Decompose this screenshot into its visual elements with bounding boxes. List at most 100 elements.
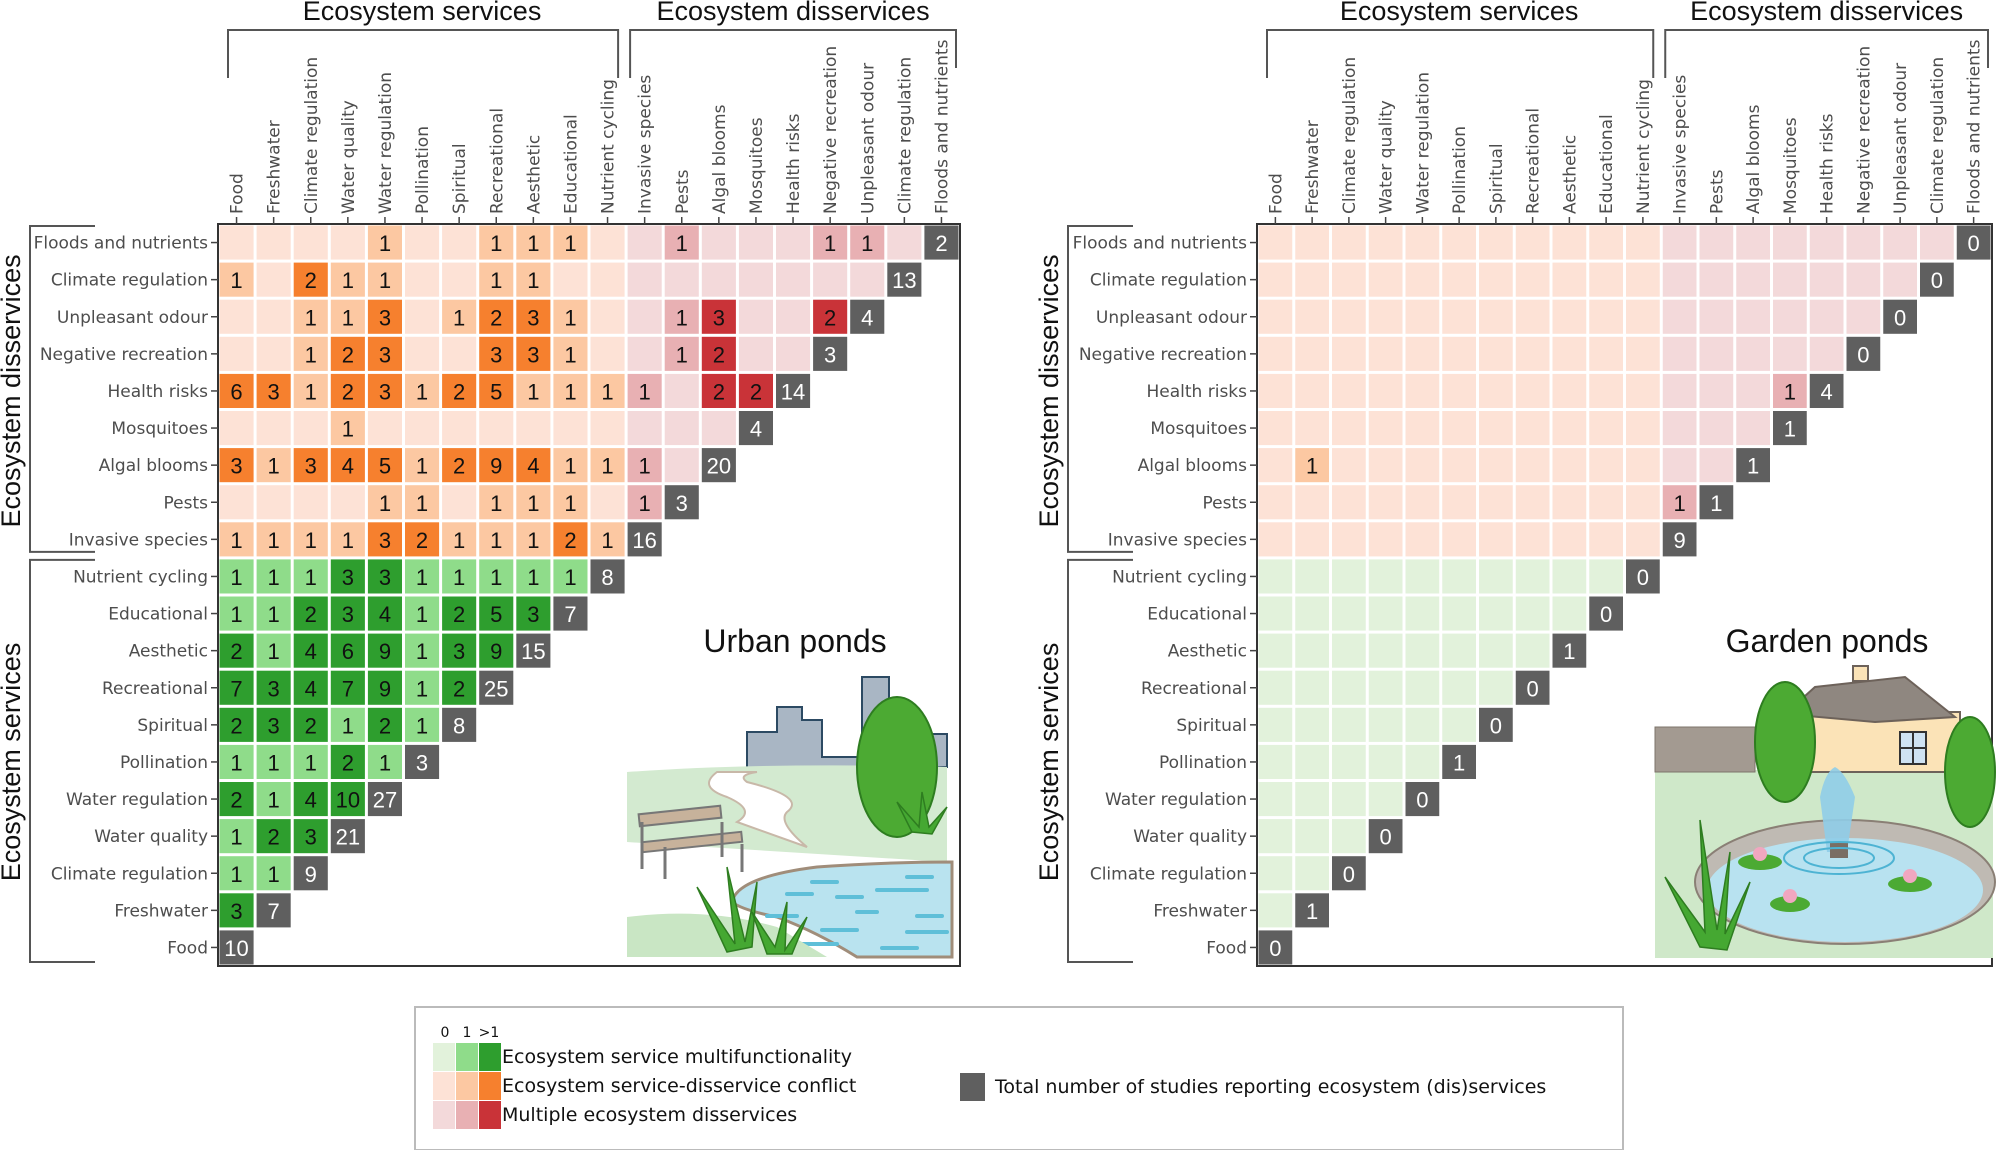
total-cell [1662,522,1697,557]
y-tick-label: Freshwater [114,901,208,921]
heatmap-cell [219,225,254,260]
heatmap-cell [1515,522,1550,557]
cell-value: 1 [268,454,280,479]
row-group-label-disservices: Ecosystem disservices [0,254,26,527]
heatmap-cell [1258,707,1293,742]
heatmap-cell [1332,336,1366,371]
heatmap-cell [1479,633,1513,668]
x-tick-label: Mosquitoes [1781,117,1801,214]
cell-value: 1 [230,862,242,887]
legend-swatch [433,1072,455,1100]
total-label: 1 [1747,454,1759,479]
cell-value: 2 [564,528,576,553]
total-label: 0 [1380,825,1392,850]
y-tick-label: Climate regulation [1090,271,1247,291]
heatmap-cell [1773,299,1807,334]
total-cell [1405,782,1440,817]
legend-swatch [433,1101,455,1129]
heatmap-cell [405,299,440,334]
cell-value: 2 [342,750,354,775]
cell-value: 2 [268,825,280,850]
y-tick-label: Recreational [1141,679,1247,699]
total-cell [924,225,959,260]
y-tick-label: Health risks [108,382,209,402]
heatmap-cell [664,411,699,446]
cell-value: 1 [230,602,242,627]
heatmap-cell [1552,448,1587,483]
legend-swatch [479,1043,501,1071]
services-header: Ecosystem services [303,0,542,26]
total-label: 13 [892,268,916,293]
disservices-header: Ecosystem disservices [657,0,930,26]
cell-value: 1 [639,379,651,404]
cell-value: 1 [490,231,502,256]
cell-value: 2 [824,305,836,330]
heatmap-cell [1479,596,1513,631]
heatmap-cell [516,522,551,557]
heatmap-cell [1442,336,1476,371]
cell-value: 3 [230,899,242,924]
heatmap-cell [219,707,254,742]
cell-value: 1 [676,231,688,256]
cell-value: 3 [527,342,539,367]
total-cell [442,707,477,742]
heatmap-cell [590,336,625,371]
y-tick-label: Negative recreation [1079,345,1247,365]
cell-value: 2 [453,602,465,627]
y-tick-label: Invasive species [69,530,208,550]
heatmap-cell [219,448,254,483]
cell-value: 1 [268,528,280,553]
heatmap-cell [1295,373,1329,408]
heatmap-cell [442,336,477,371]
heatmap-cell [479,522,514,557]
heatmap-cell [219,411,254,446]
heatmap-cell [1626,225,1660,260]
cell-value: 2 [750,379,762,404]
heatmap-cell [1368,373,1403,408]
heatmap-cell [516,299,551,334]
heatmap-cell [1589,299,1623,334]
heatmap-cell [1368,744,1403,779]
heatmap-cell [405,225,440,260]
total-cell [1295,893,1329,928]
legend-swatch [456,1072,478,1100]
cell-value: 1 [601,454,613,479]
cell-value: 1 [416,565,428,590]
cell-value: 4 [342,454,354,479]
x-tick-label: Floods and nutrients [932,39,952,214]
heatmap-cell [1258,744,1293,779]
x-tick-label: Spiritual [1487,143,1507,214]
heatmap-cell [776,299,811,334]
total-cell [813,336,848,371]
heatmap-cell [1295,522,1329,557]
fountain-icon [1783,767,1895,875]
cell-value: 2 [230,713,242,738]
heatmap-cell [590,225,625,260]
heatmap-cell [1515,485,1550,520]
cell-value: 3 [490,342,502,367]
legend-scale-label: >1 [479,1025,500,1041]
heatmap-cell [1405,373,1440,408]
heatmap-cell [1442,596,1476,631]
heatmap-cell [405,596,440,631]
heatmap-cell [405,336,440,371]
row-group-label-disservices: Ecosystem disservices [1034,254,1064,527]
y-tick-label: Spiritual [1176,716,1247,736]
heatmap-cell [293,707,328,742]
heatmap-cell [293,744,328,779]
total-cell [1773,411,1807,446]
cell-value: 2 [230,788,242,813]
cell-value: 3 [305,454,317,479]
heatmap-cell [1479,522,1513,557]
heatmap-cell [1332,596,1366,631]
heatmap-cell [1332,782,1366,817]
heatmap-cell [1442,559,1476,594]
y-tick-label: Aesthetic [1168,642,1247,662]
cell-value: 3 [342,565,354,590]
heatmap-cell [1626,522,1660,557]
heatmap-cell [442,485,477,520]
heatmap-cell [1589,336,1623,371]
cell-value: 2 [305,602,317,627]
cell-value: 3 [379,565,391,590]
